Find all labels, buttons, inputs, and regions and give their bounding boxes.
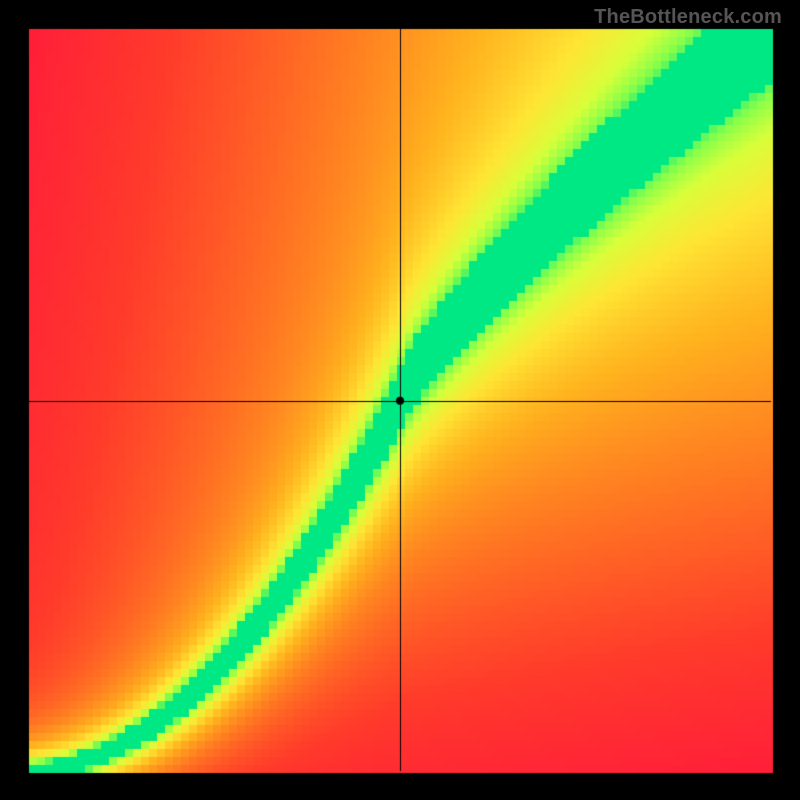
bottleneck-heatmap-canvas [0,0,800,800]
chart-container: TheBottleneck.com [0,0,800,800]
watermark-text: TheBottleneck.com [594,6,782,29]
